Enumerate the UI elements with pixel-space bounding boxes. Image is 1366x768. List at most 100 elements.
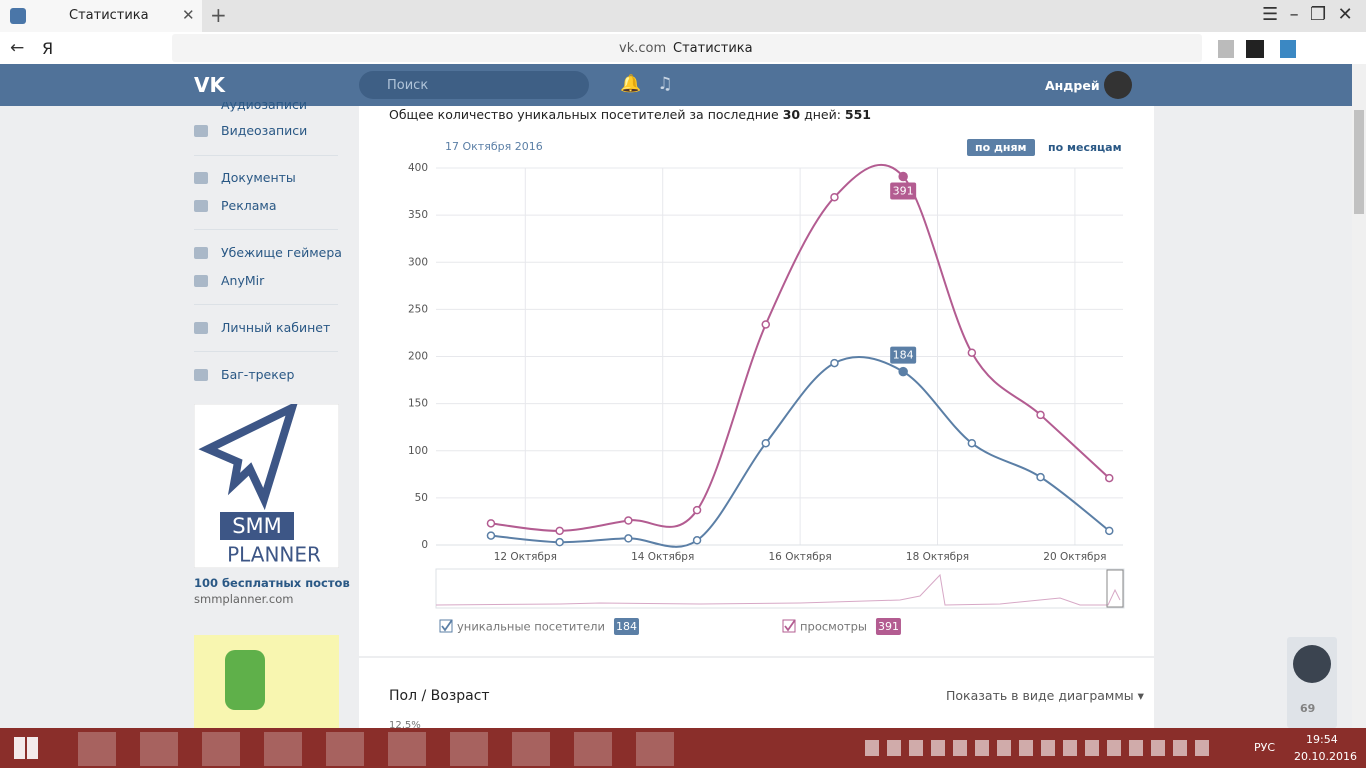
sidebar-item[interactable]: Реклама	[221, 198, 277, 213]
summary-total: 551	[844, 107, 871, 122]
header-icons[interactable]: 🔔 ♫	[620, 74, 673, 94]
data-point	[692, 536, 702, 545]
sidebar-item[interactable]: AnyMir	[221, 273, 265, 288]
legend-badge	[875, 618, 901, 635]
sidebar-item[interactable]: Документы	[221, 170, 296, 185]
address-bar[interactable]	[172, 34, 1202, 62]
y-tick-label: 200	[408, 351, 428, 363]
summary: Общее количество уникальных посетителей …	[389, 107, 871, 122]
y-tick-label: 300	[408, 256, 428, 268]
clock-time[interactable]: 19:54	[1306, 733, 1338, 746]
online-count: 69	[1300, 702, 1316, 715]
icon	[194, 275, 208, 287]
sidebar-item[interactable]: Личный кабинет	[221, 320, 331, 335]
y-tick-label: 400	[408, 162, 428, 174]
ad-image-2[interactable]	[194, 635, 339, 728]
user-name[interactable]: Андрей	[1045, 78, 1100, 93]
data-point	[898, 366, 908, 377]
data-point	[624, 534, 633, 543]
sidebar-item[interactable]: Баг-трекер	[221, 367, 295, 382]
series-line	[490, 356, 1110, 548]
navigator[interactable]	[435, 568, 1125, 609]
data-point	[486, 531, 496, 540]
series-line	[490, 163, 1110, 532]
period-button[interactable]: по месяцам	[1048, 141, 1122, 154]
tab-title: Статистика	[69, 8, 149, 23]
clock-date[interactable]: 20.10.2016	[1294, 750, 1357, 763]
icon	[194, 200, 208, 212]
sidebar-item[interactable]: Аудиозаписи	[221, 97, 307, 112]
ad-image[interactable]: SMM PLANNER	[194, 404, 339, 568]
search-placeholder: Поиск	[387, 78, 429, 93]
avatar[interactable]	[1104, 71, 1132, 99]
tooltip-box	[890, 182, 917, 200]
ad-line1: SMM	[232, 514, 282, 538]
data-point	[1105, 526, 1114, 536]
scrollbar[interactable]	[1352, 64, 1366, 728]
data-point	[1036, 472, 1045, 482]
y-tick-label: 0	[421, 539, 428, 551]
ad-url[interactable]: smmplanner.com	[194, 592, 294, 606]
tray-icons[interactable]	[865, 740, 1215, 756]
back-button[interactable]: ←	[10, 38, 25, 58]
summary-text: дней:	[804, 107, 841, 122]
tooltip-value: 391	[893, 184, 914, 197]
data-point	[830, 358, 839, 368]
data-point	[1105, 473, 1114, 483]
x-tick-label: 12 Октября	[494, 551, 557, 563]
scroll-thumb[interactable]	[1354, 110, 1364, 214]
data-point	[898, 171, 908, 182]
data-point	[761, 320, 771, 329]
navigator-line	[435, 573, 1121, 606]
section-toggle[interactable]: Показать в виде диаграммы ▾	[946, 688, 1144, 703]
x-tick-label: 18 Октября	[906, 551, 969, 563]
ad-line2: PLANNER	[227, 543, 321, 567]
sidebar-item[interactable]: Убежище геймера	[221, 245, 342, 260]
tooltip-box	[890, 346, 917, 364]
yandex-button[interactable]: Я	[42, 39, 54, 58]
axis-start: 12,5%	[389, 720, 421, 728]
icon	[194, 322, 208, 334]
taskbar-apps[interactable]	[70, 732, 680, 766]
y-tick-label: 250	[408, 303, 428, 315]
new-tab[interactable]: +	[210, 3, 227, 27]
chart: 0 50 100 150 200 250 300 350 400 12 Октября 14 Окт…	[408, 162, 1125, 635]
tab[interactable]	[0, 0, 202, 32]
section-title: Пол / Возраст	[389, 688, 490, 704]
address-title: Статистика	[673, 41, 753, 56]
ad-title[interactable]: 100 бесплатных постов	[194, 576, 350, 590]
data-point	[967, 438, 977, 448]
toggle-text: Показать в виде диаграммы	[946, 688, 1134, 703]
period-button[interactable]: по дням	[967, 139, 1035, 156]
navigator-window[interactable]	[1106, 569, 1124, 608]
data-point	[692, 505, 702, 515]
legend-check	[784, 619, 796, 632]
tab-close[interactable]: ✕	[182, 6, 195, 24]
data-point	[555, 537, 564, 547]
ad-badge	[220, 512, 294, 540]
search-box[interactable]	[359, 71, 589, 99]
data-point	[486, 519, 496, 528]
legend-badge	[613, 618, 639, 635]
sidebar-item[interactable]: Видеозаписи	[221, 123, 308, 138]
legend-value: 391	[878, 620, 899, 633]
legend-label: просмотры	[800, 620, 867, 634]
data-point	[624, 516, 633, 525]
ad-logo	[198, 404, 298, 511]
vk-logo[interactable]: VK	[194, 73, 225, 97]
start-button[interactable]	[14, 737, 38, 759]
window-controls[interactable]: ☰ – ❐ ✕	[1262, 4, 1353, 25]
tab-bar	[0, 0, 1366, 32]
y-tick-label: 350	[408, 209, 428, 221]
data-point	[761, 438, 771, 448]
icon	[194, 369, 208, 381]
data-point	[967, 348, 977, 357]
language[interactable]: РУС	[1254, 741, 1276, 754]
extension-icons[interactable]	[1218, 40, 1348, 58]
chat-avatar[interactable]	[1293, 645, 1331, 683]
y-tick-label: 50	[415, 492, 428, 504]
icon	[194, 172, 208, 184]
summary-days: 30	[782, 107, 801, 122]
data-point	[555, 526, 564, 536]
